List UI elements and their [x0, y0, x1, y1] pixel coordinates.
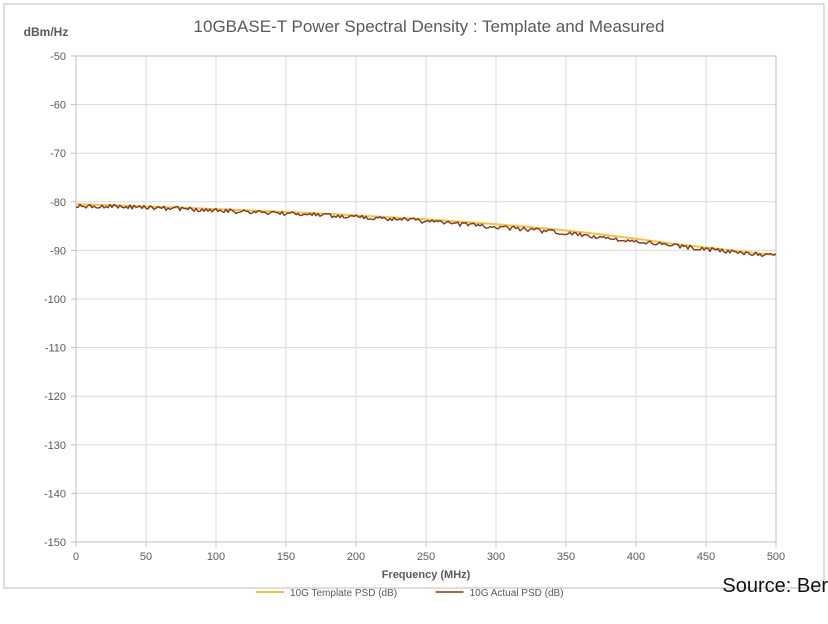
svg-text:100: 100 — [207, 551, 225, 563]
psd-chart: 10GBASE-T Power Spectral Density : Templ… — [0, 0, 828, 624]
source-caption: Source: Ber — [722, 575, 828, 598]
svg-text:10GBASE-T Power Spectral Densi: 10GBASE-T Power Spectral Density : Templ… — [194, 17, 665, 36]
svg-text:-70: -70 — [50, 148, 66, 160]
svg-text:-150: -150 — [44, 537, 66, 549]
svg-text:500: 500 — [767, 551, 785, 563]
svg-text:-110: -110 — [45, 343, 66, 355]
svg-text:-120: -120 — [44, 391, 66, 403]
svg-text:0: 0 — [73, 551, 79, 563]
svg-text:300: 300 — [487, 551, 505, 563]
svg-text:150: 150 — [277, 551, 295, 563]
svg-text:-80: -80 — [50, 197, 66, 209]
svg-text:-50: -50 — [50, 51, 66, 63]
svg-text:10G Actual PSD (dB): 10G Actual PSD (dB) — [470, 588, 564, 599]
svg-text:Frequency (MHz): Frequency (MHz) — [382, 569, 471, 581]
svg-text:-90: -90 — [50, 245, 66, 257]
svg-text:-100: -100 — [44, 294, 66, 306]
svg-text:350: 350 — [557, 551, 575, 563]
svg-text:-140: -140 — [44, 488, 66, 500]
svg-text:250: 250 — [417, 551, 435, 563]
svg-text:450: 450 — [697, 551, 715, 563]
svg-text:-60: -60 — [50, 100, 66, 112]
svg-text:-130: -130 — [44, 440, 66, 452]
svg-text:10G Template PSD (dB): 10G Template PSD (dB) — [290, 588, 397, 599]
svg-text:400: 400 — [627, 551, 645, 563]
chart-container: 10GBASE-T Power Spectral Density : Templ… — [0, 0, 828, 624]
svg-text:50: 50 — [140, 551, 152, 563]
svg-text:dBm/Hz: dBm/Hz — [24, 25, 69, 39]
svg-text:200: 200 — [347, 551, 365, 563]
